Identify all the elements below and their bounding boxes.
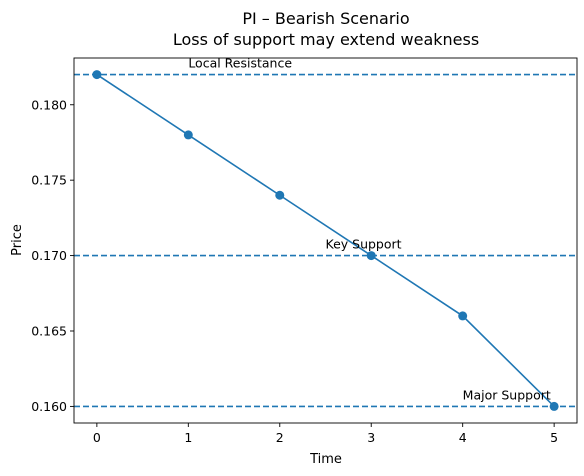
- data-point: [275, 190, 285, 200]
- chart-subtitle: Loss of support may extend weakness: [173, 30, 479, 49]
- data-point: [183, 130, 193, 140]
- chart-title: PI – Bearish Scenario: [242, 9, 409, 28]
- plot-area: Local Resistance Key Support Major Support…: [31, 56, 578, 445]
- y-tick-label: 0.170: [31, 248, 67, 263]
- reference-label: Key Support: [326, 237, 402, 252]
- x-tick-label: 1: [184, 430, 192, 445]
- x-tick-label: 4: [459, 430, 467, 445]
- y-tick-label: 0.165: [31, 323, 67, 338]
- x-tick-label: 2: [276, 430, 284, 445]
- y-axis-label: Price: [10, 224, 25, 256]
- axes-frame: [73, 57, 578, 424]
- reference-label: Major Support: [463, 387, 551, 402]
- y-tick-label: 0.160: [31, 399, 67, 414]
- x-tick-label: 5: [550, 430, 558, 445]
- data-point: [549, 401, 559, 411]
- reference-label: Local Resistance: [188, 56, 292, 71]
- data-point: [458, 311, 468, 321]
- data-point: [366, 251, 376, 261]
- y-tick-label: 0.180: [31, 97, 67, 112]
- x-axis-label: Time: [309, 452, 342, 467]
- x-tick-label: 0: [93, 430, 101, 445]
- y-tick-label: 0.175: [31, 173, 67, 188]
- data-point: [92, 70, 102, 80]
- series-line: [96, 73, 555, 407]
- x-tick-label: 3: [367, 430, 375, 445]
